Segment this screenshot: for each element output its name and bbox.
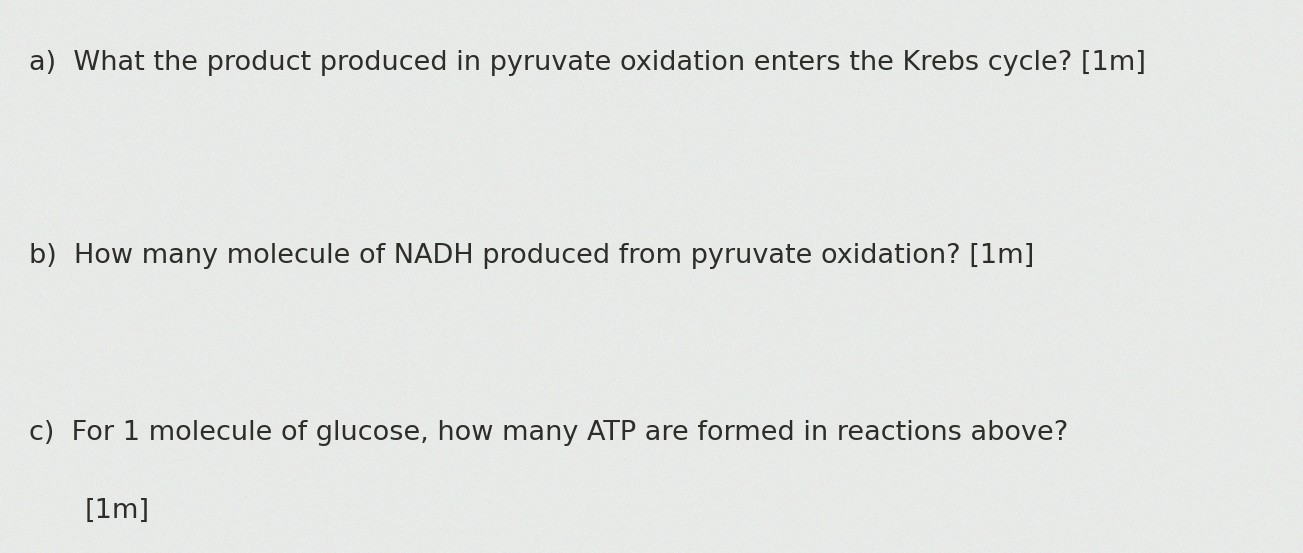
Text: a)  What the product produced in pyruvate oxidation enters the Krebs cycle? [1m]: a) What the product produced in pyruvate…: [29, 50, 1145, 76]
Text: b)  How many molecule of NADH produced from pyruvate oxidation? [1m]: b) How many molecule of NADH produced fr…: [29, 243, 1035, 269]
Text: [1m]: [1m]: [85, 498, 150, 524]
Text: c)  For 1 molecule of glucose, how many ATP are formed in reactions above?: c) For 1 molecule of glucose, how many A…: [29, 420, 1068, 446]
